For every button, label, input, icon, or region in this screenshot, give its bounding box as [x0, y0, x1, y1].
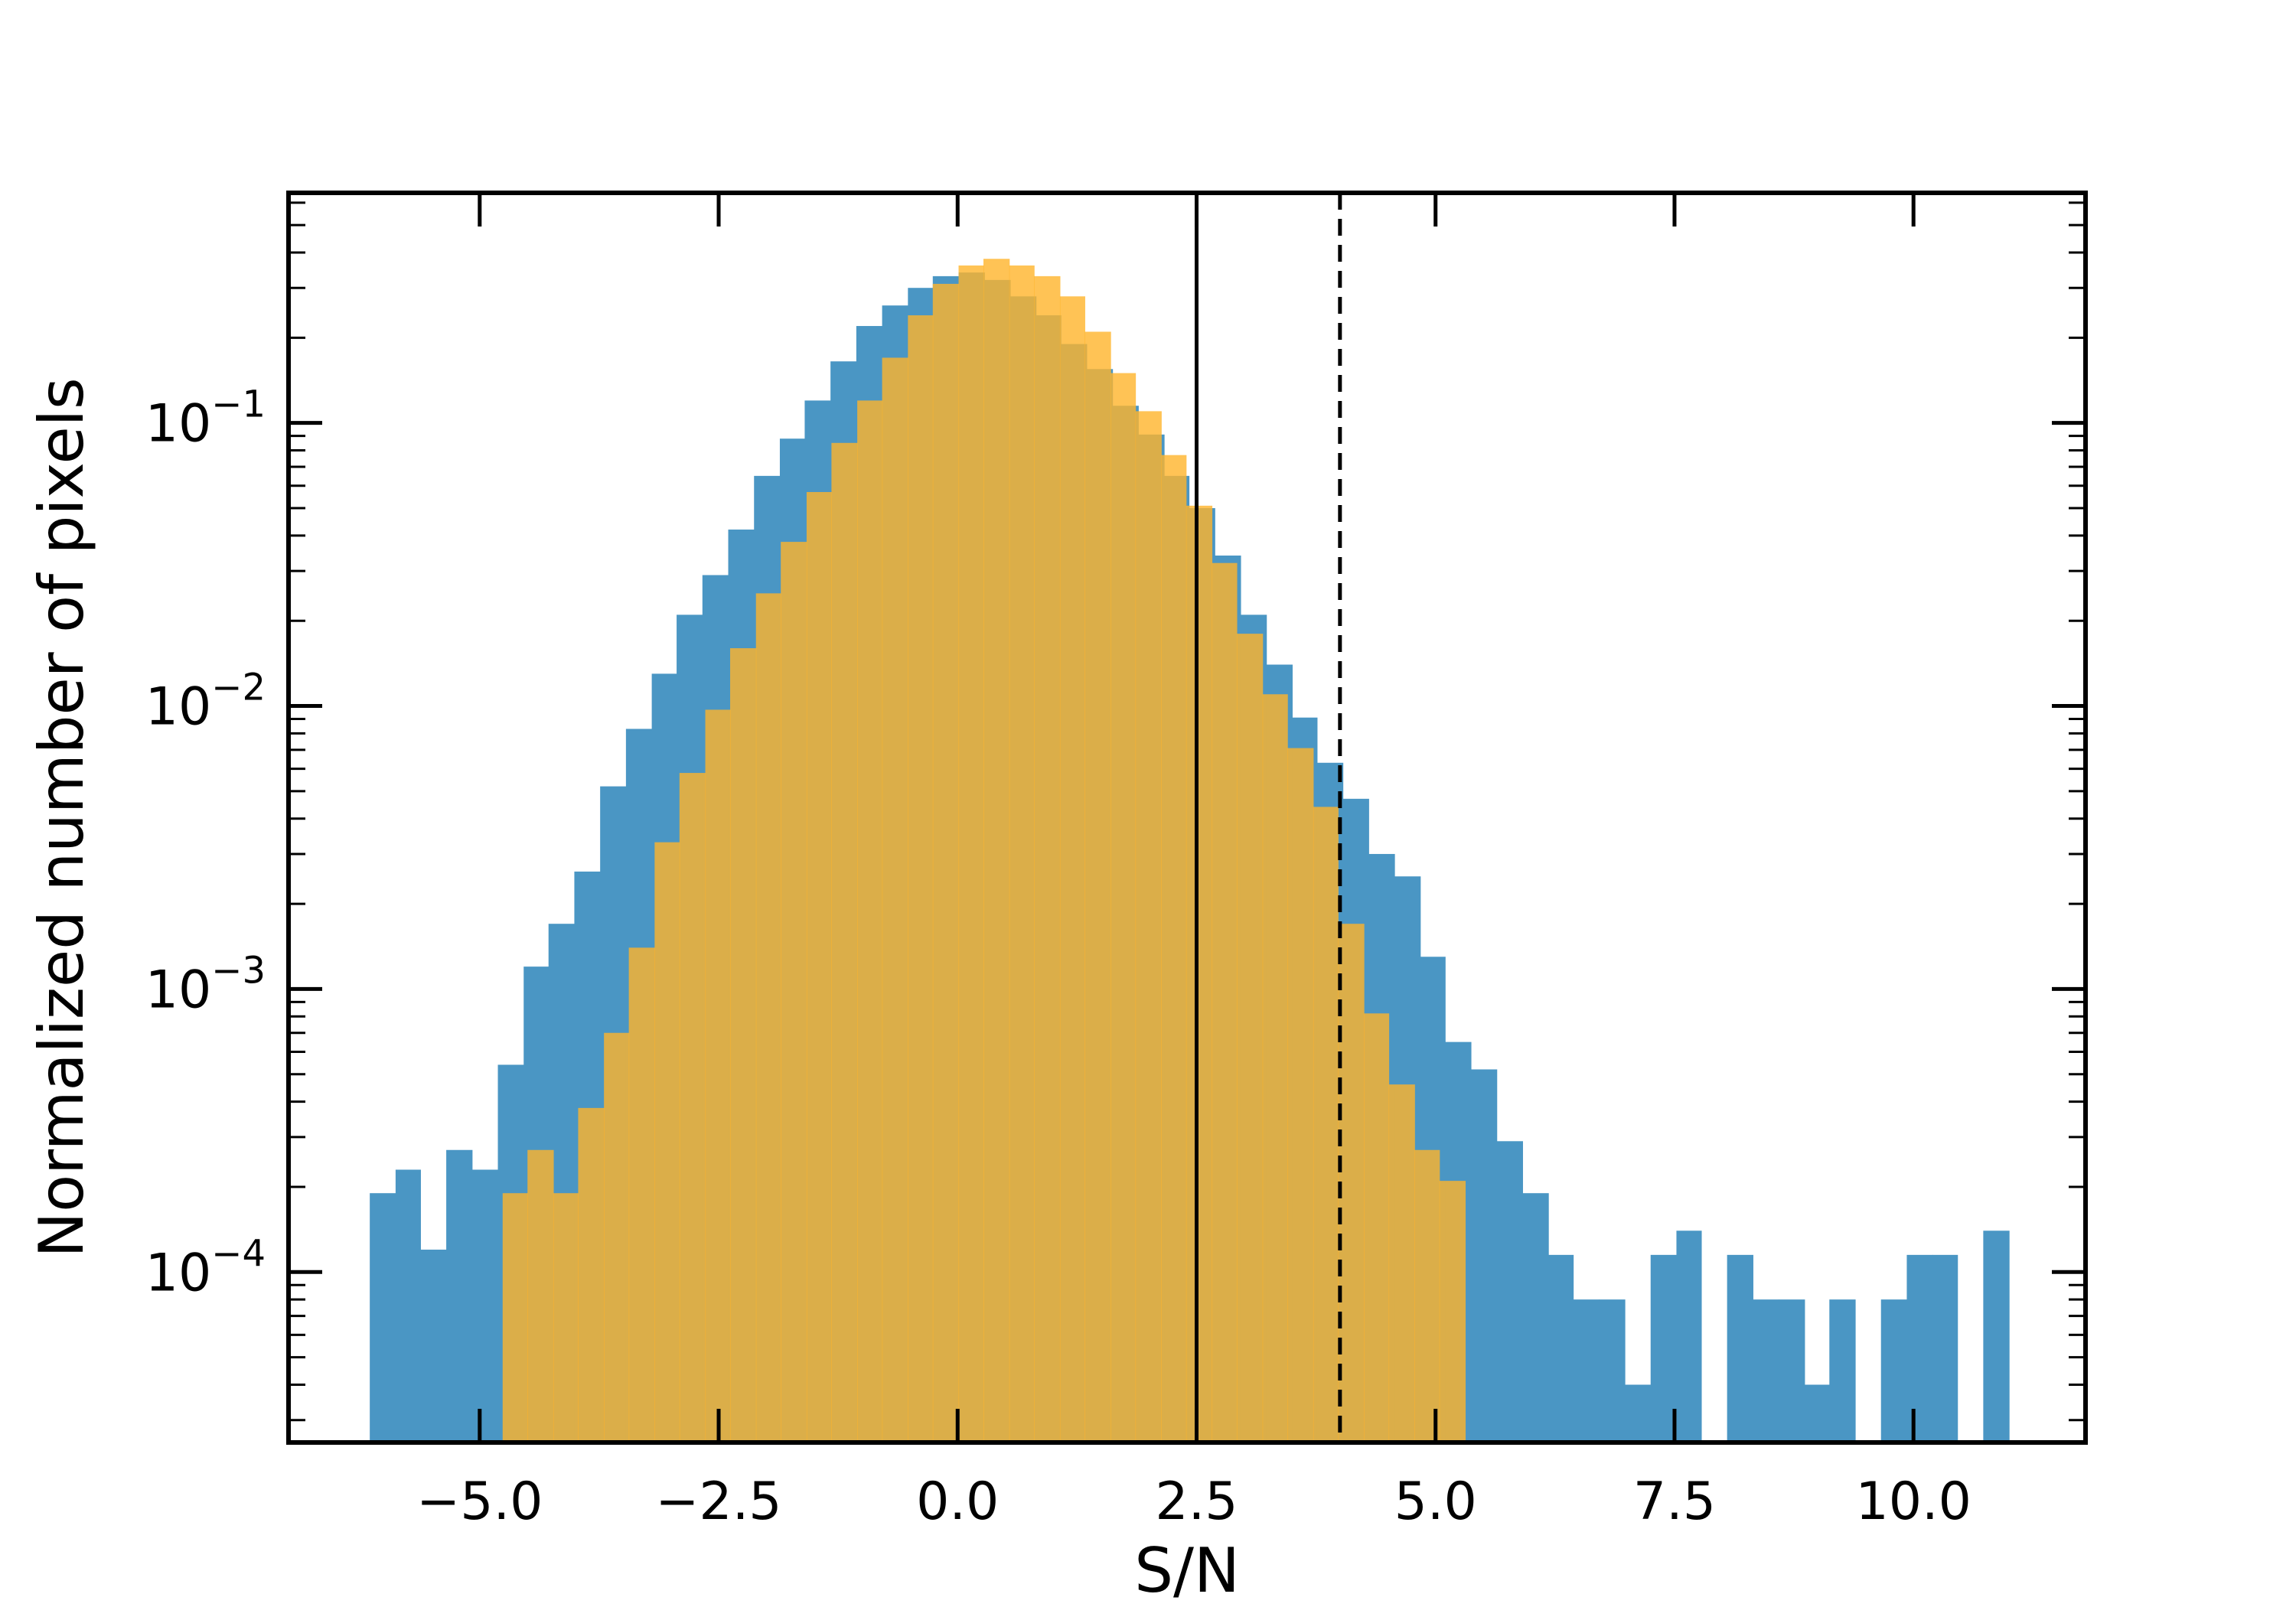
x-tick-label: 10.0: [1855, 1472, 1971, 1532]
hist-bar: [1161, 455, 1187, 1442]
hist-bar: [578, 1107, 605, 1442]
hist-bar: [882, 357, 908, 1443]
hist-bar: [806, 491, 832, 1443]
hist-bar: [1548, 1254, 1574, 1442]
x-tick-label: −2.5: [655, 1472, 781, 1532]
y-tick-label: 10−3: [145, 949, 266, 1020]
hist-bar: [1779, 1299, 1805, 1442]
hist-bar: [781, 542, 807, 1442]
x-axis-label: S/N: [1134, 1535, 1240, 1606]
hist-bar: [1676, 1231, 1702, 1442]
hist-bar: [1880, 1299, 1908, 1442]
hist-bar: [1522, 1193, 1549, 1442]
hist-bar: [527, 1149, 554, 1442]
hist-bar: [705, 709, 731, 1442]
hist-bar: [1829, 1299, 1856, 1442]
y-axis-label: Normalized number of pixels: [26, 377, 97, 1257]
hist-bar: [908, 315, 934, 1442]
x-tick-label: 2.5: [1155, 1472, 1238, 1532]
hist-bar: [502, 1193, 528, 1442]
hist-bar: [553, 1193, 579, 1442]
hist-bar: [1262, 694, 1288, 1442]
y-tick-label: 10−2: [145, 667, 266, 738]
hist-bar: [1186, 505, 1213, 1442]
tick-labels: −5.0 −2.5 0.0 2.5 5.0 7.5 10.0 10−4 10−3 10−2 10−1: [145, 383, 1971, 1532]
hist-bar: [370, 1193, 396, 1442]
axis-ticks: [289, 193, 2086, 1442]
hist-bar: [1573, 1299, 1600, 1442]
hist-bar: [1388, 1084, 1415, 1442]
hist-bar: [1496, 1141, 1523, 1442]
hist-bar: [1084, 331, 1111, 1442]
x-tick-label: 7.5: [1633, 1472, 1716, 1532]
hist-bar: [471, 1169, 499, 1442]
hist-bar: [604, 1032, 630, 1442]
hist-bar: [1727, 1254, 1753, 1442]
hist-bar: [1650, 1254, 1678, 1442]
hist-bar: [755, 593, 781, 1443]
hist-bar: [654, 842, 680, 1442]
hist-bar: [1313, 807, 1339, 1442]
y-tick-label: 10−1: [145, 383, 266, 455]
hist-bar: [932, 283, 960, 1442]
hist-bar: [1983, 1231, 2010, 1442]
hist-bar: [857, 400, 883, 1442]
hist-bar: [1059, 296, 1085, 1443]
histogram-bars: [370, 259, 2010, 1443]
series-1: [502, 259, 1466, 1443]
x-tick-label: 5.0: [1394, 1472, 1477, 1532]
hist-bar: [983, 259, 1010, 1442]
hist-bar: [1599, 1299, 1626, 1442]
hist-bar: [1009, 265, 1035, 1443]
hist-bar: [1212, 562, 1238, 1443]
hist-bar: [1439, 1181, 1466, 1442]
hist-bar: [1804, 1384, 1830, 1442]
reference-lines: [1194, 193, 1342, 1442]
x-tick-label: 0.0: [916, 1472, 999, 1532]
hist-bar: [831, 442, 858, 1442]
hist-bar: [1906, 1254, 1933, 1442]
hist-bar: [420, 1250, 447, 1442]
hist-bar: [628, 947, 655, 1442]
hist-bar: [1414, 1149, 1440, 1442]
hist-bar: [1034, 275, 1061, 1443]
hist-bar: [1753, 1299, 1779, 1442]
hist-bar: [1625, 1384, 1652, 1442]
y-tick-label: 10−4: [145, 1232, 266, 1303]
hist-bar: [1135, 411, 1162, 1442]
hist-bar: [679, 773, 706, 1442]
plot-frame: [286, 191, 2088, 1445]
hist-bar: [446, 1149, 473, 1442]
hist-bar: [1364, 1013, 1390, 1442]
hist-bar: [1236, 634, 1264, 1443]
hist-bar: [1338, 924, 1365, 1442]
hist-bar: [1932, 1254, 1958, 1442]
hist-bar: [395, 1169, 421, 1442]
x-tick-label: −5.0: [416, 1472, 543, 1532]
hist-bar: [1110, 373, 1137, 1442]
hist-bar: [958, 265, 984, 1443]
hist-bar: [1470, 1069, 1498, 1442]
hist-bar: [1287, 748, 1314, 1442]
hist-bar: [730, 648, 757, 1443]
